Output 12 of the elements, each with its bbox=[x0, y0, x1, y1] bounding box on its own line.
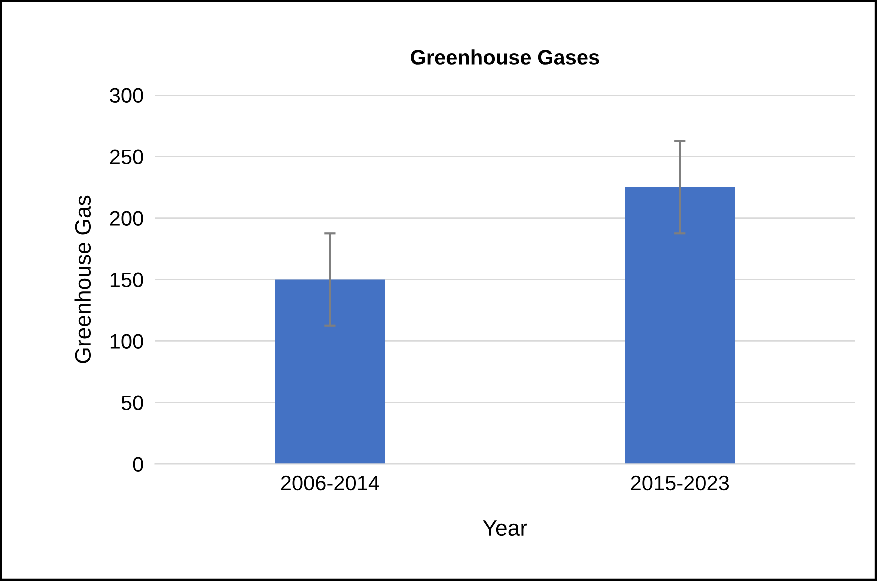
y-axis-title: Greenhouse Gas bbox=[74, 196, 92, 364]
y-tick-label: 50 bbox=[122, 396, 144, 410]
y-tick-label: 250 bbox=[110, 150, 144, 165]
y-tick-label: 0 bbox=[133, 457, 144, 472]
chart-title: Greenhouse Gases bbox=[411, 50, 600, 65]
y-tick-label: 150 bbox=[110, 272, 144, 288]
x-axis-title: Year bbox=[483, 520, 528, 536]
y-tick-label: 100 bbox=[110, 334, 144, 349]
x-tick-label: 2006-2014 bbox=[281, 476, 380, 491]
x-tick-label: 2015-2023 bbox=[631, 476, 730, 491]
y-tick-label: 200 bbox=[110, 211, 144, 226]
y-tick-label: 300 bbox=[110, 88, 144, 104]
